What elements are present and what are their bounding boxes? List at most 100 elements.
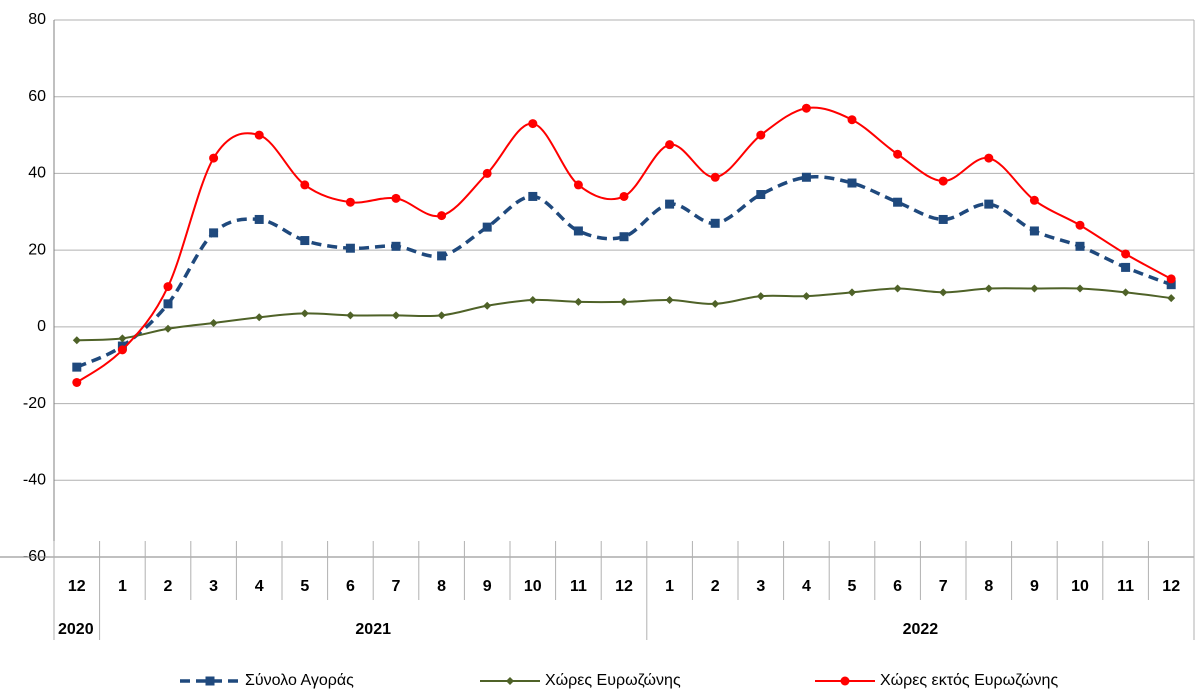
data-point xyxy=(984,199,994,209)
data-point xyxy=(391,193,401,203)
x-tick-label: 10 xyxy=(524,578,542,595)
data-point xyxy=(620,297,628,306)
data-point xyxy=(391,241,401,251)
x-tick-label: 8 xyxy=(984,578,993,595)
y-tick-label: 60 xyxy=(28,88,46,105)
year-label: 2022 xyxy=(903,621,939,638)
y-tick-label: 0 xyxy=(37,318,46,335)
data-point xyxy=(665,296,674,305)
x-tick-label: 5 xyxy=(300,578,309,595)
data-point xyxy=(345,197,355,207)
y-tick-label: -20 xyxy=(23,395,46,412)
data-point xyxy=(573,180,583,190)
data-point xyxy=(801,103,811,113)
x-tick-label: 12 xyxy=(615,578,633,595)
x-tick-label: 1 xyxy=(665,578,674,595)
data-point xyxy=(984,284,993,293)
data-point xyxy=(164,324,172,333)
data-point xyxy=(1030,284,1039,293)
series-line xyxy=(76,106,1172,384)
data-point xyxy=(893,284,902,293)
x-tick-label: 6 xyxy=(893,578,902,595)
data-point xyxy=(72,336,81,345)
x-tick-label: 2 xyxy=(164,578,173,595)
data-point xyxy=(1121,288,1130,297)
data-point xyxy=(528,191,538,201)
data-point xyxy=(300,309,309,318)
data-point xyxy=(1166,274,1176,284)
data-point xyxy=(848,288,856,297)
data-point xyxy=(619,191,629,201)
data-point xyxy=(300,180,310,190)
data-point xyxy=(528,119,538,129)
data-point xyxy=(300,236,310,246)
x-tick-label: 6 xyxy=(346,578,355,595)
data-point xyxy=(437,211,447,221)
data-point xyxy=(483,301,492,310)
data-point xyxy=(346,311,355,320)
x-tick-label: 11 xyxy=(1117,578,1134,595)
x-tick-label: 10 xyxy=(1071,578,1089,595)
data-point xyxy=(255,313,264,322)
data-point xyxy=(345,243,355,253)
x-tick-label: 2 xyxy=(711,578,720,595)
x-tick-label: 4 xyxy=(802,578,811,595)
y-tick-label: 20 xyxy=(28,241,46,258)
legend-marker xyxy=(506,677,514,685)
data-point xyxy=(574,297,583,306)
data-point xyxy=(938,214,948,224)
x-tick-label: 5 xyxy=(848,578,857,595)
legend-marker xyxy=(205,676,215,686)
data-point xyxy=(710,172,720,182)
x-tick-label: 4 xyxy=(255,578,264,595)
x-tick-label: 7 xyxy=(939,578,948,595)
x-tick-label: 12 xyxy=(68,578,86,595)
data-point xyxy=(163,282,173,292)
data-point xyxy=(893,197,903,207)
legend-label: Χώρες εκτός Ευρωζώνης xyxy=(880,672,1058,689)
data-point xyxy=(711,299,720,308)
data-point xyxy=(1166,280,1176,290)
data-point xyxy=(1029,195,1039,205)
data-point xyxy=(392,311,400,320)
data-point xyxy=(847,115,857,125)
data-point xyxy=(209,228,219,238)
x-tick-label: 9 xyxy=(483,578,492,595)
data-point xyxy=(710,218,720,228)
data-point xyxy=(1075,220,1085,230)
x-tick-label: 8 xyxy=(437,578,446,595)
x-tick-label: 3 xyxy=(209,578,218,595)
data-point xyxy=(482,168,492,178)
data-point xyxy=(72,377,82,387)
data-point xyxy=(893,149,903,159)
data-point xyxy=(1076,284,1084,293)
data-point xyxy=(619,232,629,242)
data-point xyxy=(1075,241,1085,251)
series-line xyxy=(76,175,1172,369)
series-line xyxy=(76,287,1172,342)
data-point xyxy=(118,334,127,343)
data-point xyxy=(437,251,447,261)
legend-label: Σύνολο Αγοράς xyxy=(245,672,354,689)
data-point xyxy=(665,140,675,150)
data-point xyxy=(437,311,446,320)
y-tick-label: 80 xyxy=(28,11,46,28)
data-point xyxy=(756,292,765,301)
x-tick-label: 7 xyxy=(392,578,401,595)
data-point xyxy=(528,296,537,305)
data-point xyxy=(756,190,766,200)
data-point xyxy=(756,130,766,140)
legend-label: Χώρες Ευρωζώνης xyxy=(545,672,681,689)
y-tick-label: -40 xyxy=(23,472,46,489)
data-point xyxy=(1167,294,1176,303)
data-point xyxy=(117,345,127,355)
data-point xyxy=(801,172,811,182)
data-point xyxy=(1121,262,1131,272)
data-point xyxy=(665,199,675,209)
data-point xyxy=(1121,249,1131,259)
data-point xyxy=(802,292,811,301)
year-label: 2021 xyxy=(355,621,391,638)
data-point xyxy=(482,222,492,232)
x-tick-label: 12 xyxy=(1162,578,1180,595)
